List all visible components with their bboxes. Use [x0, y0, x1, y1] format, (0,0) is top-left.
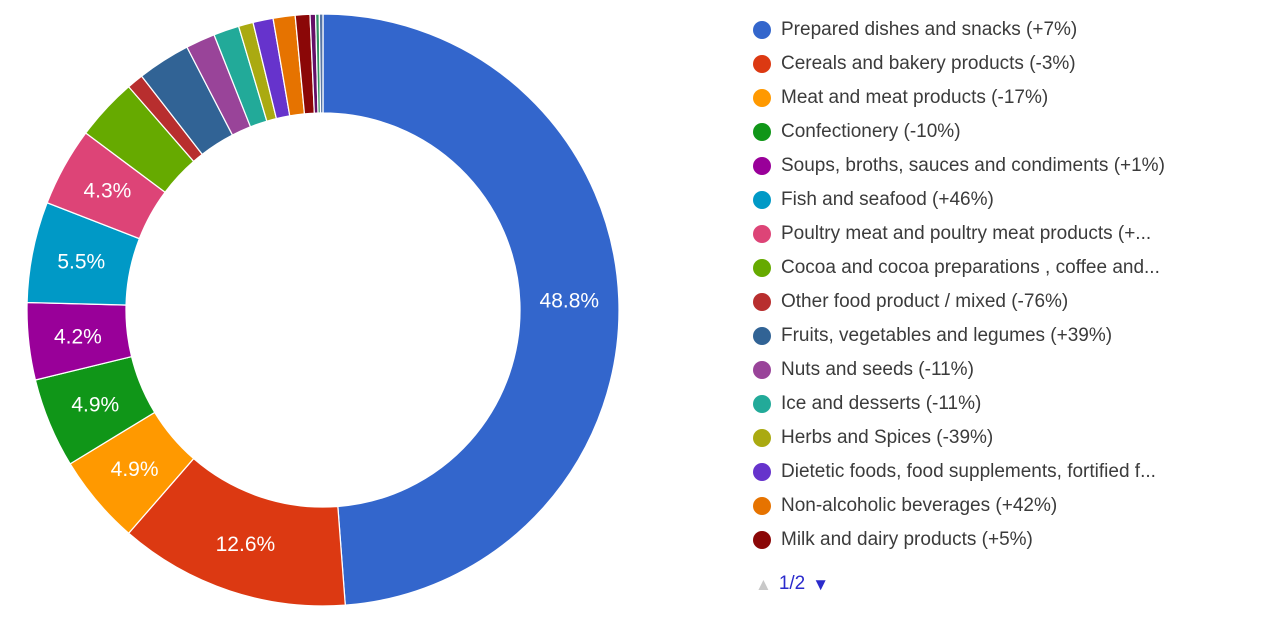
legend-item-label: Cereals and bakery products (-3%)	[781, 53, 1076, 74]
legend-item-label: Herbs and Spices (-39%)	[781, 427, 994, 448]
legend-item-label: Nuts and seeds (-11%)	[781, 359, 974, 380]
legend-item[interactable]: Soups, broths, sauces and condiments (+1…	[753, 149, 1278, 183]
legend-item[interactable]: Confectionery (-10%)	[753, 115, 1278, 149]
legend-item[interactable]: Cereals and bakery products (-3%)	[753, 47, 1278, 81]
legend-item[interactable]: Meat and meat products (-17%)	[753, 81, 1278, 115]
slice-value-label: 12.6%	[216, 533, 276, 556]
legend-color-dot	[753, 21, 771, 39]
chart-legend: Prepared dishes and snacks (+7%) Cereals…	[753, 13, 1278, 595]
legend-item-label: Dietetic foods, food supplements, fortif…	[781, 461, 1156, 482]
legend-color-dot	[753, 55, 771, 73]
legend-color-dot	[753, 361, 771, 379]
legend-color-dot	[753, 259, 771, 277]
slice-value-label: 4.3%	[83, 180, 131, 203]
chart-container: 48.8% 12.6% 4.9% 4.9% 4.2% 5.5% 4.3%	[26, 13, 620, 607]
legend-item-label: Fruits, vegetables and legumes (+39%)	[781, 325, 1113, 346]
legend-color-dot	[753, 293, 771, 311]
legend-item[interactable]: Nuts and seeds (-11%)	[753, 353, 1278, 387]
legend-item-label: Cocoa and cocoa preparations , coffee an…	[781, 257, 1160, 278]
legend-item-label: Other food product / mixed (-76%)	[781, 291, 1069, 312]
slice-value-label: 4.9%	[71, 393, 119, 416]
slice-value-label: 4.9%	[111, 458, 159, 481]
legend-color-dot	[753, 191, 771, 209]
legend-page-up-button[interactable]: ▲	[755, 574, 772, 594]
legend-item[interactable]: Cocoa and cocoa preparations , coffee an…	[753, 251, 1278, 285]
legend-rows: Prepared dishes and snacks (+7%) Cereals…	[753, 13, 1278, 557]
legend-item-label: Soups, broths, sauces and condiments (+1…	[781, 155, 1165, 176]
pie-slice-0[interactable]	[322, 13, 620, 606]
legend-item[interactable]: Dietetic foods, food supplements, fortif…	[753, 455, 1278, 489]
legend-item-label: Non-alcoholic beverages (+42%)	[781, 495, 1058, 516]
legend-item[interactable]: Prepared dishes and snacks (+7%)	[753, 13, 1278, 47]
legend-item-label: Ice and desserts (-11%)	[781, 393, 982, 414]
legend-color-dot	[753, 497, 771, 515]
legend-color-dot	[753, 89, 771, 107]
legend-color-dot	[753, 327, 771, 345]
legend-color-dot	[753, 395, 771, 413]
legend-item[interactable]: Ice and desserts (-11%)	[753, 387, 1278, 421]
pie-slice-18[interactable]	[318, 13, 324, 114]
legend-item[interactable]: Milk and dairy products (+5%)	[753, 523, 1278, 557]
legend-color-dot	[753, 531, 771, 549]
legend-color-dot	[753, 225, 771, 243]
legend-item-label: Milk and dairy products (+5%)	[781, 529, 1033, 550]
slice-value-label: 4.2%	[54, 325, 102, 348]
legend-item[interactable]: Herbs and Spices (-39%)	[753, 421, 1278, 455]
legend-color-dot	[753, 123, 771, 141]
legend-item-label: Fish and seafood (+46%)	[781, 189, 994, 210]
legend-item-label: Poultry meat and poultry meat products (…	[781, 223, 1152, 244]
legend-color-dot	[753, 429, 771, 447]
legend-item[interactable]: Non-alcoholic beverages (+42%)	[753, 489, 1278, 523]
legend-item-label: Prepared dishes and snacks (+7%)	[781, 19, 1078, 40]
legend-item[interactable]: Fish and seafood (+46%)	[753, 183, 1278, 217]
slice-value-label: 48.8%	[540, 290, 600, 313]
legend-item[interactable]: Poultry meat and poultry meat products (…	[753, 217, 1278, 251]
legend-color-dot	[753, 157, 771, 175]
legend-item-label: Confectionery (-10%)	[781, 121, 961, 142]
legend-page-indicator: 1/2	[778, 573, 806, 594]
legend-page-down-button[interactable]: ▼	[812, 574, 830, 594]
legend-item-label: Meat and meat products (-17%)	[781, 87, 1049, 108]
legend-item[interactable]: Fruits, vegetables and legumes (+39%)	[753, 319, 1278, 353]
legend-item[interactable]: Other food product / mixed (-76%)	[753, 285, 1278, 319]
donut-chart: 48.8% 12.6% 4.9% 4.9% 4.2% 5.5% 4.3%	[26, 13, 620, 607]
legend-color-dot	[753, 463, 771, 481]
slice-value-label: 5.5%	[57, 251, 105, 274]
legend-pagination: ▲ 1/2 ▼	[755, 573, 1278, 595]
